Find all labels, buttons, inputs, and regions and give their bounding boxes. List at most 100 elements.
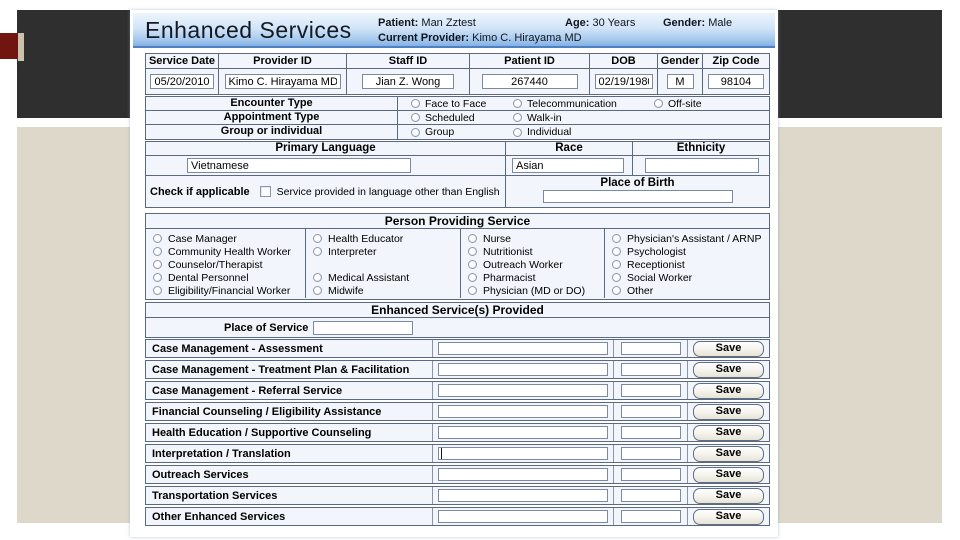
radio-option[interactable]: Medical Assistant	[313, 271, 460, 284]
radio-icon[interactable]	[313, 273, 322, 282]
service-row: Transportation Services Save	[145, 486, 770, 505]
race-input[interactable]	[512, 158, 624, 173]
dob-input[interactable]	[594, 74, 653, 89]
radio-icon[interactable]	[468, 234, 477, 243]
radio-icon[interactable]	[468, 247, 477, 256]
radio-icon[interactable]	[411, 127, 420, 137]
service-row-code-input[interactable]	[620, 384, 681, 397]
radio-icon[interactable]	[513, 113, 522, 122]
radio-option[interactable]: Physician (MD or DO)	[468, 284, 604, 297]
radio-icon[interactable]	[153, 234, 162, 243]
service-row-code-input[interactable]	[620, 342, 681, 355]
radio-icon[interactable]	[612, 273, 621, 282]
service-row-input[interactable]	[438, 426, 608, 439]
service-row-code-input[interactable]	[620, 405, 681, 418]
radio-icon[interactable]	[153, 247, 162, 256]
radio-icon[interactable]	[313, 234, 322, 243]
save-button[interactable]: Save	[693, 445, 764, 462]
service-date-input[interactable]	[150, 74, 214, 89]
patient-id-input[interactable]	[481, 74, 578, 89]
save-button[interactable]: Save	[693, 487, 764, 504]
radio-option[interactable]: Physician's Assistant / ARNP	[612, 232, 769, 245]
radio-icon[interactable]	[612, 260, 621, 269]
radio-option[interactable]: Receptionist	[612, 258, 769, 271]
radio-option[interactable]: Face to Face	[411, 98, 513, 110]
radio-icon[interactable]	[153, 273, 162, 282]
radio-option[interactable]: Midwife	[313, 284, 460, 297]
service-row-input[interactable]	[438, 510, 608, 523]
radio-icon[interactable]	[513, 127, 522, 137]
radio-option[interactable]: Social Worker	[612, 271, 769, 284]
radio-icon[interactable]	[313, 247, 322, 256]
radio-icon[interactable]	[468, 286, 477, 295]
save-button[interactable]: Save	[693, 382, 764, 399]
radio-option[interactable]: Outreach Worker	[468, 258, 604, 271]
radio-icon[interactable]	[612, 234, 621, 243]
staff-id-input[interactable]	[362, 74, 454, 89]
service-row-input[interactable]	[438, 342, 608, 355]
radio-option[interactable]: Eligibility/Financial Worker	[153, 284, 305, 297]
radio-icon[interactable]	[153, 286, 162, 295]
gender-input[interactable]	[666, 74, 694, 89]
radio-option[interactable]: Off-site	[654, 98, 702, 110]
radio-option[interactable]: Psychologist	[612, 245, 769, 258]
radio-option[interactable]: Counselor/Therapist	[153, 258, 305, 271]
page-title: Enhanced Services	[145, 17, 352, 43]
radio-option[interactable]: Group	[411, 126, 513, 138]
save-button[interactable]: Save	[693, 361, 764, 378]
service-row-code-input[interactable]	[620, 468, 681, 481]
radio-option[interactable]: Other	[612, 284, 769, 297]
service-row-code-input[interactable]	[620, 510, 681, 523]
radio-icon[interactable]	[411, 113, 420, 122]
radio-option[interactable]: Pharmacist	[468, 271, 604, 284]
radio-icon[interactable]	[612, 286, 621, 295]
service-row-code-input[interactable]	[620, 426, 681, 439]
radio-option[interactable]: Walk-in	[513, 112, 654, 124]
radio-icon[interactable]	[468, 273, 477, 282]
radio-icon[interactable]	[468, 260, 477, 269]
service-row-input[interactable]	[438, 447, 608, 460]
radio-icon[interactable]	[153, 260, 162, 269]
ethnicity-input[interactable]	[645, 158, 759, 173]
radio-option[interactable]: Health Educator	[313, 232, 460, 245]
radio-option[interactable]: Community Health Worker	[153, 245, 305, 258]
radio-option[interactable]: Telecommunication	[513, 98, 654, 110]
place-of-service-input[interactable]	[313, 320, 414, 335]
radio-option[interactable]: Individual	[513, 126, 654, 138]
service-row-code-input[interactable]	[620, 489, 681, 502]
radio-option[interactable]: Nutritionist	[468, 245, 604, 258]
service-row-code-input[interactable]	[620, 447, 681, 460]
radio-icon[interactable]	[313, 286, 322, 295]
service-row-input[interactable]	[438, 468, 608, 481]
row-label: Appointment Type	[146, 111, 398, 124]
primary-language-input[interactable]	[187, 158, 411, 173]
save-button[interactable]: Save	[693, 340, 764, 357]
radio-option[interactable]: Scheduled	[411, 112, 513, 124]
service-row-label: Transportation Services	[146, 487, 433, 504]
service-row-input[interactable]	[438, 363, 608, 376]
service-row-input[interactable]	[438, 489, 608, 502]
language-checkbox[interactable]	[259, 186, 271, 197]
save-button[interactable]: Save	[693, 424, 764, 441]
radio-option-label: Community Health Worker	[168, 245, 291, 258]
save-button[interactable]: Save	[693, 403, 764, 420]
primary-language-header: Primary Language	[146, 142, 506, 155]
zip-code-input[interactable]	[708, 74, 764, 89]
row-label: Encounter Type	[146, 97, 398, 110]
place-of-birth-input[interactable]	[542, 190, 733, 203]
save-button[interactable]: Save	[693, 508, 764, 525]
radio-option[interactable]: Case Manager	[153, 232, 305, 245]
radio-icon[interactable]	[612, 247, 621, 256]
radio-icon[interactable]	[654, 99, 663, 108]
radio-option[interactable]: Nurse	[468, 232, 604, 245]
save-button[interactable]: Save	[693, 466, 764, 483]
service-row-input[interactable]	[438, 384, 608, 397]
service-row-input[interactable]	[438, 405, 608, 418]
service-row-label: Interpretation / Translation	[146, 445, 433, 462]
provider-id-input[interactable]	[224, 74, 341, 89]
service-row-code-input[interactable]	[620, 363, 681, 376]
radio-option[interactable]: Dental Personnel	[153, 271, 305, 284]
radio-icon[interactable]	[411, 99, 420, 108]
radio-icon[interactable]	[513, 99, 522, 108]
radio-option[interactable]: Interpreter	[313, 245, 460, 258]
